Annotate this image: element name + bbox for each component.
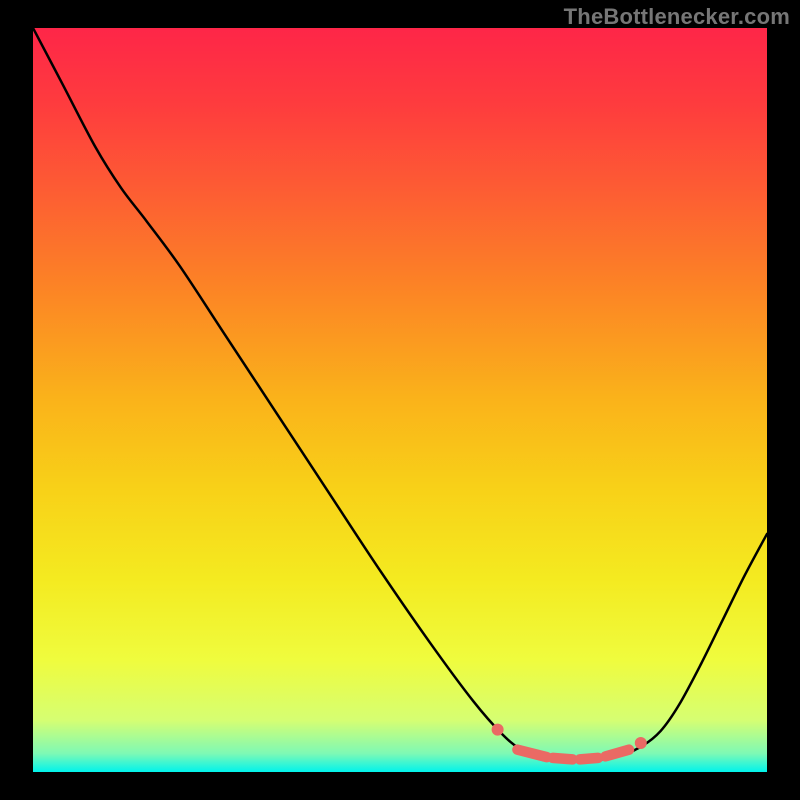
watermark-text: TheBottlenecker.com: [564, 4, 790, 30]
chart-svg: [33, 28, 767, 772]
bottleneck-chart: [33, 28, 767, 772]
stage: TheBottlenecker.com: [0, 0, 800, 800]
valley-segment: [517, 750, 546, 757]
valley-dot: [635, 737, 647, 749]
valley-segment: [606, 750, 629, 757]
gradient-rect: [33, 28, 767, 772]
valley-segment: [580, 758, 598, 759]
valley-segment: [553, 758, 573, 759]
valley-dot: [492, 724, 504, 736]
